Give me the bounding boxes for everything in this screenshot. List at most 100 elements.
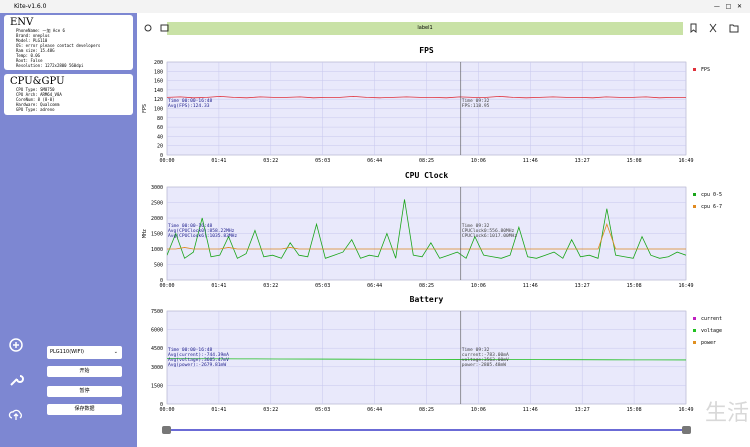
y-tick-label: 180 — [154, 69, 163, 75]
info-line: Hardware: Qualcomm — [16, 102, 60, 107]
info-line: CoreNum: 8 (8-0) — [16, 97, 55, 102]
upload-icon[interactable] — [8, 407, 24, 423]
info-line: PhoneName: 一加 Ace 6 — [16, 28, 65, 33]
slider-handle-left[interactable] — [162, 426, 171, 434]
cut-icon[interactable] — [709, 23, 717, 33]
legend-label: current — [701, 316, 722, 322]
settings-icon[interactable] — [8, 372, 24, 388]
y-tick-label: 140 — [154, 88, 163, 94]
y-tick-label: 1500 — [151, 383, 163, 389]
x-tick-label: 11:46 — [523, 158, 538, 164]
x-tick-label: 10:06 — [471, 407, 486, 413]
info-line: OS: error please contact developers — [16, 43, 101, 48]
pause-button[interactable]: 暂停 — [47, 386, 122, 397]
legend-swatch — [693, 317, 696, 320]
annotation: Avg(FPS):124.33 — [168, 103, 210, 109]
series-line — [167, 358, 686, 361]
toolbar-label: label1 — [167, 22, 683, 35]
y-tick-label: 120 — [154, 97, 163, 103]
annotation: FPS:118.95 — [462, 103, 490, 109]
annotation: Time 00:00-16:48 — [168, 347, 212, 353]
folder-icon[interactable] — [729, 24, 739, 33]
save-button[interactable]: 保存数据 — [47, 404, 122, 415]
annotation: CPUClock6:1017.00MHz — [462, 233, 518, 239]
image-icon[interactable] — [160, 24, 169, 32]
annotation: CPUClock0:556.80MHz — [462, 228, 515, 234]
y-tick-label: 40 — [157, 134, 163, 140]
y-tick-label: 500 — [154, 263, 163, 269]
info-line: Resolution: 1272x2800 560dpi — [16, 63, 84, 68]
series-line — [167, 413, 686, 414]
y-tick-label: 60 — [157, 125, 163, 131]
y-tick-label: 0 — [160, 153, 163, 159]
x-tick-label: 08:25 — [419, 158, 434, 164]
legend-swatch — [693, 205, 696, 208]
annotation: Time 09:32 — [462, 98, 490, 104]
x-tick-label: 06:44 — [367, 283, 382, 289]
info-line: Brand: oneplus — [16, 33, 50, 38]
annotation: power:-2805.48mW — [462, 362, 506, 368]
chart-title: Battery — [410, 295, 444, 304]
annotation: Time 00:00-16:48 — [168, 223, 212, 229]
x-tick-label: 05:03 — [315, 158, 330, 164]
annotation: Avg(power):-2679.81mW — [168, 362, 226, 368]
x-tick-label: 00:00 — [159, 283, 174, 289]
legend-swatch — [693, 193, 696, 196]
x-tick-label: 10:06 — [471, 283, 486, 289]
info-line: Temp: 0.0G — [16, 53, 41, 58]
y-tick-label: 1000 — [151, 247, 163, 253]
x-tick-label: 13:27 — [575, 283, 590, 289]
x-tick-label: 16:49 — [678, 158, 693, 164]
y-tick-label: 3000 — [151, 365, 163, 371]
y-tick-label: 1500 — [151, 232, 163, 238]
x-tick-label: 08:25 — [419, 407, 434, 413]
cpu-gpu-lines: CPU Type: SM8750 CPU Arch: ARM64_V8A CoreN… — [10, 87, 133, 112]
legend-label: voltage — [701, 328, 722, 334]
y-tick-label: 3000 — [151, 185, 163, 191]
annotation: Avg(voltage):3605.47mV — [168, 357, 229, 363]
screen-icon[interactable] — [144, 24, 152, 32]
slider-handle-right[interactable] — [682, 426, 691, 434]
series-line — [167, 223, 686, 250]
legend-label: power — [701, 340, 716, 346]
window-title: Kite-v1.6.0 — [14, 3, 47, 10]
y-tick-label: 20 — [157, 144, 163, 150]
x-tick-label: 11:46 — [523, 283, 538, 289]
window-controls[interactable]: — □ ✕ — [713, 3, 742, 10]
y-axis-label: MHz — [142, 229, 148, 238]
x-tick-label: 03:22 — [263, 283, 278, 289]
y-tick-label: 160 — [154, 79, 163, 85]
info-line: CPU Arch: ARM64_V8A — [16, 92, 62, 97]
x-tick-label: 01:41 — [211, 158, 226, 164]
y-tick-label: 4500 — [151, 346, 163, 352]
info-line: CPU Type: SM8750 — [16, 87, 55, 92]
legend-swatch — [693, 68, 696, 71]
toolbar-icons — [144, 23, 739, 34]
y-tick-label: 6000 — [151, 328, 163, 334]
annotation: Avg(CPUClock6):1035.83MHz — [168, 233, 237, 239]
series-line — [167, 199, 686, 259]
y-tick-label: 7500 — [151, 309, 163, 315]
watermark: 生活 — [705, 401, 749, 426]
x-tick-label: 13:27 — [575, 407, 590, 413]
y-tick-label: 100 — [154, 107, 163, 113]
info-line: Ram size: 15.48G — [16, 48, 55, 53]
cpu-gpu-title: CPU&GPU — [10, 76, 65, 87]
x-tick-label: 15:08 — [627, 283, 642, 289]
env-lines: PhoneName: 一加 Ace 6 Brand: oneplus Model: … — [10, 28, 133, 68]
legend-label: FPS — [701, 67, 710, 73]
x-tick-label: 06:44 — [367, 158, 382, 164]
env-title: ENV — [10, 17, 34, 28]
x-tick-label: 05:03 — [315, 407, 330, 413]
start-button[interactable]: 开始 — [47, 366, 122, 377]
device-select-text: PLG110(WIFI) — [50, 349, 84, 355]
x-tick-label: 05:03 — [315, 283, 330, 289]
x-tick-label: 08:25 — [419, 283, 434, 289]
add-icon[interactable] — [8, 337, 24, 353]
device-select[interactable]: PLG110(WIFI) ⌄ — [47, 346, 122, 359]
y-tick-label: 200 — [154, 60, 163, 66]
annotation: current:-783.00mA — [462, 352, 509, 358]
chart-title: CPU Clock — [405, 171, 449, 180]
bookmark-icon[interactable] — [690, 23, 697, 34]
